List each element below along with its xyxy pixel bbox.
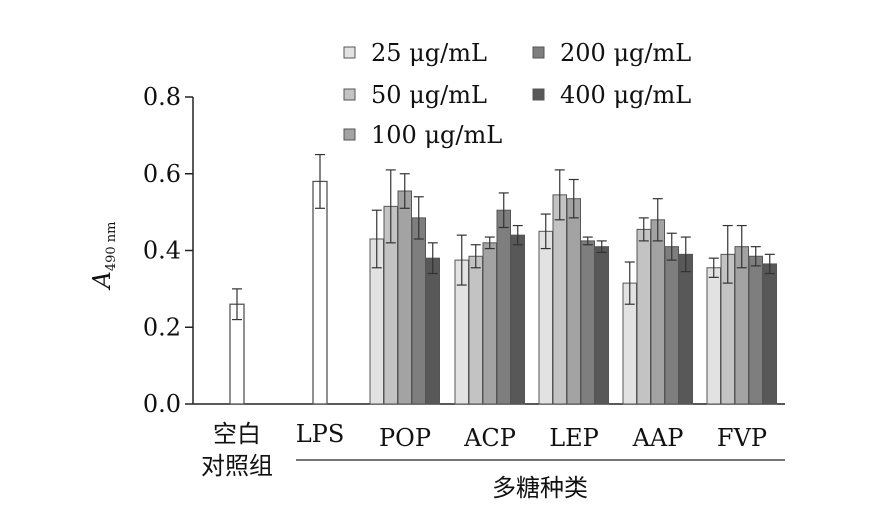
legend-label: 200 μg/mL xyxy=(560,39,691,67)
legend-swatch xyxy=(343,46,356,59)
y-tick-label: 0.4 xyxy=(143,237,181,265)
bar-fvp-series-4 xyxy=(748,255,763,405)
bar-aap-series-4 xyxy=(664,246,679,405)
y-axis-title: A490 nm xyxy=(88,222,119,291)
bar-acp-series-5 xyxy=(510,234,525,405)
bar-acp-series-3 xyxy=(482,242,497,405)
legend-label: 25 μg/mL xyxy=(371,39,487,67)
x-category-label: ACP xyxy=(463,424,516,452)
bar-lep-series-2 xyxy=(552,194,567,405)
legend-swatch xyxy=(343,88,356,101)
bar-fvp-series-3 xyxy=(734,246,749,405)
legend: 25 μg/mL 50 μg/mL 100 μg/mL 200 μg/mL 400 μg… xyxy=(343,39,691,149)
bar-pop-series-5 xyxy=(425,257,440,405)
x-category-label: LEP xyxy=(549,424,599,452)
y-tick-label: 0.2 xyxy=(143,313,181,341)
x-category-label: LPS xyxy=(296,420,345,448)
x-category-label: 对照组 xyxy=(201,452,273,480)
bar-fvp-series-5 xyxy=(762,263,777,405)
bar-pop-series-3 xyxy=(397,190,412,405)
bar-lep-series-1 xyxy=(538,230,553,405)
bar-acp-series-4 xyxy=(496,209,511,405)
y-tick-label: 0.0 xyxy=(143,390,181,418)
bar-pop-series-4 xyxy=(411,217,426,405)
bar-aap-series-3 xyxy=(650,219,665,405)
y-ticks: 0.0 0.2 0.4 0.6 0.8 xyxy=(143,83,193,418)
bar-acp-series-2 xyxy=(468,255,483,405)
legend-swatch xyxy=(532,88,545,101)
y-axis-title-main: A xyxy=(88,271,116,290)
legend-label: 400 μg/mL xyxy=(560,81,691,109)
x-category-label: POP xyxy=(379,424,431,452)
legend-label: 100 μg/mL xyxy=(371,121,502,149)
x-category-label: 空白 xyxy=(213,420,261,448)
x-category-label: FVP xyxy=(717,424,767,452)
x-axis-title: 多糖种类 xyxy=(492,474,588,502)
bar-lep-series-5 xyxy=(594,246,609,405)
bar-lep-series-4 xyxy=(580,240,595,405)
bar-aap-series-2 xyxy=(636,228,651,405)
legend-swatch xyxy=(343,128,356,141)
y-tick-label: 0.6 xyxy=(143,160,181,188)
legend-swatch xyxy=(532,46,545,59)
bars xyxy=(229,153,777,405)
bar-fvp-series-1 xyxy=(706,267,721,405)
x-category-label: AAP xyxy=(632,424,684,452)
y-tick-label: 0.8 xyxy=(143,83,181,111)
bar-aap-series-5 xyxy=(678,253,693,405)
legend-label: 50 μg/mL xyxy=(371,81,487,109)
bar-lep-series-3 xyxy=(566,198,581,405)
bar-control xyxy=(312,180,328,405)
y-axis-title-subscript: 490 nm xyxy=(104,222,119,272)
